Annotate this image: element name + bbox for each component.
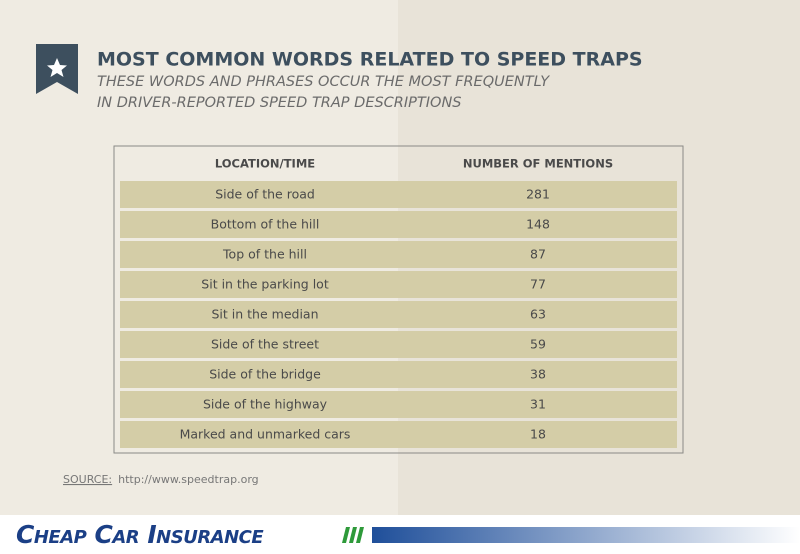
table-row [120, 361, 677, 388]
footer-stripe [372, 527, 800, 543]
cell-label: Marked and unmarked cars [180, 427, 351, 442]
cell-value: 87 [530, 247, 546, 262]
cell-value: 77 [530, 277, 546, 292]
table-body: Side of the road 281 Bottom of the hill 148… [120, 181, 677, 448]
table-row [120, 181, 677, 208]
cell-value: 31 [530, 397, 546, 412]
column-header: LOCATION/TIME [215, 157, 315, 171]
cell-value: 38 [530, 367, 546, 382]
cell-label: Bottom of the hill [211, 217, 320, 232]
cell-value: 18 [530, 427, 546, 442]
subtitle: THESE WORDS AND PHRASES OCCUR THE MOST F… [97, 74, 550, 90]
cell-value: 63 [530, 307, 546, 322]
cell-label: Side of the bridge [209, 367, 321, 382]
table-border [113, 145, 684, 454]
title: MOST COMMON WORDS RELATED TO SPEED TRAPS [97, 49, 643, 71]
cell-value: 281 [526, 187, 550, 202]
table-row [120, 211, 677, 238]
table-row [120, 271, 677, 298]
cell-label: Side of the highway [203, 397, 328, 412]
column-header: NUMBER OF MENTIONS [463, 157, 613, 171]
table-row [120, 331, 677, 358]
source-url: http://www.speedtrap.org [118, 473, 259, 486]
table-row [120, 421, 677, 448]
cell-value: 59 [530, 337, 546, 352]
table-row [120, 301, 677, 328]
cell-label: Top of the hill [222, 247, 307, 262]
cell-label: Sit in the parking lot [201, 277, 329, 292]
cell-label: Sit in the median [212, 307, 319, 322]
cell-label: Side of the street [211, 337, 319, 352]
source: SOURCE: http://www.speedtrap.org [63, 473, 259, 486]
subtitle: IN DRIVER-REPORTED SPEED TRAP DESCRIPTIO… [97, 95, 462, 111]
table-row [120, 241, 677, 268]
brand-logo: Cheap Car Insurance [16, 520, 264, 549]
logo-stripes [342, 527, 364, 543]
table-row [120, 391, 677, 418]
cell-label: Side of the road [215, 187, 315, 202]
cell-value: 148 [526, 217, 550, 232]
source-label: SOURCE: [63, 473, 112, 486]
star-icon [47, 58, 67, 77]
